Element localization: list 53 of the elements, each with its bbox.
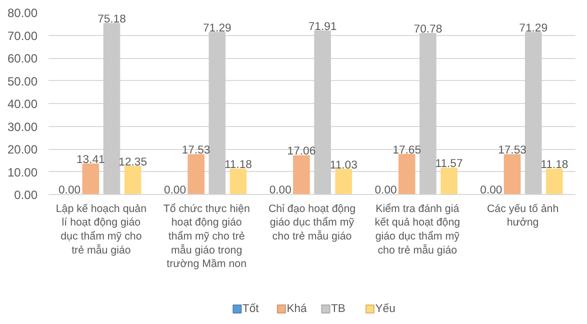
bar (335, 168, 352, 194)
legend-label: Khá (286, 303, 308, 316)
y-tick-label: 0.00 (14, 188, 38, 202)
bar (208, 32, 226, 194)
legend-label: TB (330, 303, 346, 316)
x-tick-label: Lập kế hoạch quản lí hoạt động giáo dục thẩm mỹ cho trẻ mẫu giáo (56, 202, 147, 256)
y-tick-label: 80.00 (7, 6, 38, 20)
y-tick-label: 40.00 (7, 97, 38, 111)
data-label: 71.29 (519, 22, 548, 34)
data-label: 11.18 (540, 159, 568, 172)
y-tick-label: 60.00 (7, 52, 38, 66)
bar (420, 32, 436, 194)
data-label: 0.00 (58, 184, 81, 196)
data-label: 17.53 (182, 144, 210, 157)
data-label: 11.18 (224, 159, 252, 172)
data-label: 0.00 (374, 184, 397, 196)
data-label: 11.03 (330, 159, 358, 172)
data-label: 70.78 (414, 23, 442, 36)
data-label: 17.53 (498, 144, 526, 157)
bar (398, 154, 416, 194)
y-tick-label: 20.00 (7, 142, 38, 156)
x-tick-label: Các yếu tố ảnh hưởng (486, 202, 559, 229)
bar (230, 168, 247, 194)
bar (188, 154, 204, 194)
bar (103, 22, 120, 194)
data-label: 0.00 (269, 184, 292, 196)
y-tick-label: 30.00 (7, 120, 38, 134)
y-tick-label: 10.00 (7, 165, 38, 180)
data-label: 12.35 (118, 156, 148, 168)
data-label: 75.18 (98, 13, 126, 26)
bar (293, 155, 310, 194)
data-label: 71.91 (308, 20, 337, 33)
bar (440, 168, 458, 194)
data-label: 0.00 (164, 184, 186, 196)
data-label: 17.06 (287, 146, 316, 158)
bar (314, 30, 331, 194)
data-label: 11.57 (435, 158, 463, 170)
bar (82, 163, 100, 194)
bar (524, 32, 542, 194)
bar (124, 166, 142, 194)
bar (546, 168, 563, 194)
data-label: 0.00 (480, 184, 502, 196)
data-label: 17.65 (392, 144, 422, 156)
data-label: 13.41 (76, 154, 105, 166)
data-label: 71.29 (202, 22, 232, 34)
x-tick-label: Kiểm tra đánh giá kết quả hoạt động giáo dục thẩm mỹ cho trẻ mẫu giáo (374, 202, 460, 256)
legend-label: Tốt (242, 303, 260, 316)
legend-label: Yếu (375, 303, 396, 316)
bar (504, 154, 521, 194)
x-tick-label: Chỉ đạo hoạt động giáo dục thẩm mỹ cho trẻ mẫu giáo (268, 202, 356, 242)
y-tick-label: 50.00 (7, 74, 38, 88)
y-tick-label: 70.00 (7, 28, 38, 43)
x-tick-label: Tổ chức thực hiện hoạt động giáo thẩm mỹ cho trẻ mẫu giáo trong trường Mầm non (163, 202, 250, 270)
